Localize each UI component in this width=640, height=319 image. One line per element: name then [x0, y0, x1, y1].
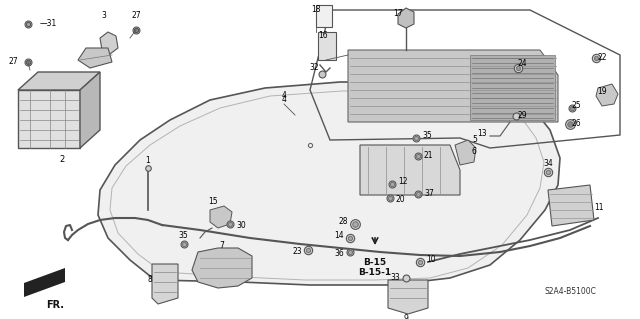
Text: 5: 5	[472, 136, 477, 145]
Text: 9: 9	[404, 314, 408, 319]
Text: 27: 27	[8, 57, 18, 66]
Polygon shape	[78, 48, 112, 68]
Text: 24: 24	[517, 60, 527, 69]
Text: 25: 25	[571, 101, 581, 110]
Polygon shape	[360, 145, 460, 195]
Text: 12: 12	[398, 177, 408, 187]
Polygon shape	[210, 206, 232, 228]
Polygon shape	[24, 268, 65, 297]
Text: 20: 20	[396, 196, 406, 204]
Text: 14: 14	[334, 232, 344, 241]
Text: 21: 21	[424, 152, 433, 160]
Text: —31: —31	[40, 19, 57, 28]
Polygon shape	[548, 185, 594, 226]
Text: 37: 37	[424, 189, 434, 198]
FancyBboxPatch shape	[316, 5, 332, 27]
Text: 34: 34	[543, 159, 553, 168]
Polygon shape	[470, 55, 555, 120]
Text: 3: 3	[102, 11, 106, 20]
Text: FR.: FR.	[46, 300, 64, 310]
Polygon shape	[455, 140, 476, 165]
Text: 15: 15	[208, 197, 218, 206]
Text: 28: 28	[339, 218, 348, 226]
Text: 27: 27	[131, 11, 141, 20]
Polygon shape	[192, 248, 252, 288]
Polygon shape	[348, 50, 558, 122]
Text: 13: 13	[477, 130, 487, 138]
Text: 6: 6	[472, 147, 477, 157]
Text: 29: 29	[517, 112, 527, 121]
Text: S2A4-B5100C: S2A4-B5100C	[544, 287, 596, 296]
Text: B-15: B-15	[364, 258, 387, 267]
Polygon shape	[80, 72, 100, 148]
Text: 19: 19	[597, 87, 607, 97]
Text: 16: 16	[318, 32, 328, 41]
Polygon shape	[596, 84, 618, 106]
Text: 2: 2	[60, 155, 65, 164]
Text: B-15-1: B-15-1	[358, 268, 392, 277]
Text: 30: 30	[236, 221, 246, 231]
Polygon shape	[388, 280, 428, 314]
Polygon shape	[152, 264, 178, 304]
Text: 10: 10	[426, 256, 436, 264]
Polygon shape	[100, 32, 118, 54]
Text: 36: 36	[334, 249, 344, 258]
Text: 7: 7	[219, 241, 224, 250]
Polygon shape	[98, 82, 560, 285]
Text: 26: 26	[571, 120, 581, 129]
Text: 17: 17	[393, 10, 403, 19]
Polygon shape	[18, 72, 100, 90]
Polygon shape	[398, 8, 414, 28]
Text: 11: 11	[594, 204, 604, 212]
Text: 18: 18	[311, 5, 321, 14]
Text: 32: 32	[309, 63, 319, 72]
FancyBboxPatch shape	[318, 32, 336, 60]
Text: 22: 22	[597, 54, 607, 63]
Text: 4: 4	[282, 92, 287, 100]
Polygon shape	[18, 90, 80, 148]
Text: 35: 35	[422, 131, 432, 140]
Text: 8: 8	[147, 276, 152, 285]
Text: 33: 33	[390, 273, 400, 283]
Text: 23: 23	[292, 248, 302, 256]
Text: 1: 1	[146, 156, 150, 165]
Text: 35: 35	[178, 231, 188, 240]
Text: 4: 4	[282, 95, 287, 105]
